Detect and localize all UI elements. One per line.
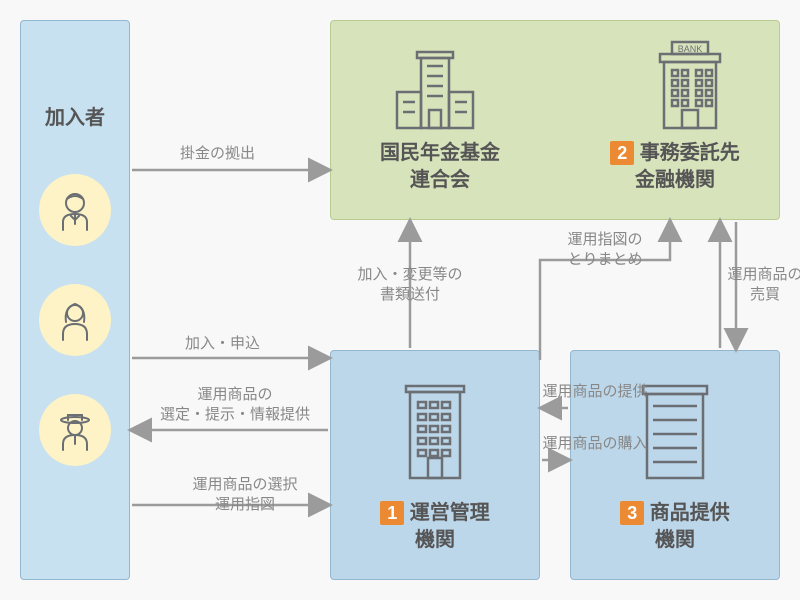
edge-label-e6: 運用商品の選定・提示・情報提供 — [150, 385, 320, 426]
edge-label-e5: 加入・申込 — [185, 334, 335, 354]
admin-building-icon — [400, 370, 470, 480]
svg-text:BANK: BANK — [678, 44, 703, 54]
edge-label-e3: 運用指図のとりまとめ — [540, 230, 670, 271]
edge-label-e8: 運用商品の提供 — [530, 382, 660, 402]
fund-building-icon — [365, 40, 505, 130]
edge-label-e9: 運用商品の購入 — [530, 434, 660, 454]
avatar-woman-icon — [39, 284, 111, 356]
provider-title: 3 商品提供機関 — [570, 500, 780, 554]
edge-label-e4: 運用商品の売買 — [700, 265, 800, 306]
avatar-hat-icon — [39, 394, 111, 466]
subscriber-title: 加入者 — [20, 105, 130, 132]
avatar-man-icon — [39, 174, 111, 246]
edge-label-e2: 加入・変更等の書類送付 — [345, 265, 475, 306]
edge-label-e1: 掛金の拠出 — [180, 144, 330, 164]
fund-title: 国民年金基金連合会 — [350, 140, 530, 194]
trustee-title: 2 事務委託先金融機関 — [575, 140, 775, 194]
bank-icon: BANK — [640, 34, 740, 130]
admin-title: 1 運営管理機関 — [330, 500, 540, 554]
edge-label-e7: 運用商品の選択運用指図 — [160, 475, 330, 516]
